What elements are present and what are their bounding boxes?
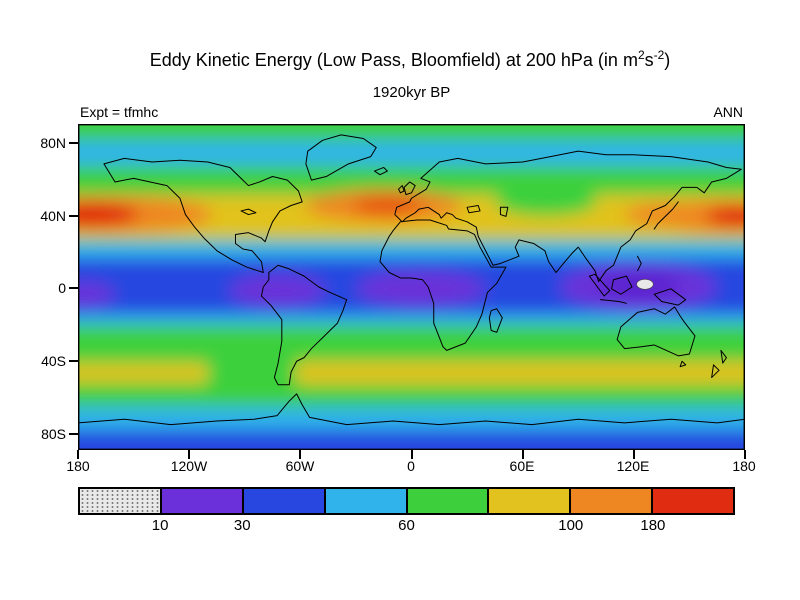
colorbar-tick-label-30: 30 xyxy=(233,517,251,534)
shaded-eke-field xyxy=(78,124,745,450)
lon-tick-60e xyxy=(522,450,524,459)
lat-label-40n: 40N xyxy=(40,208,66,224)
lon-tick-120w xyxy=(188,450,190,459)
colorbar-labels: 10 30 60 100 180 xyxy=(78,517,735,537)
lon-tick-180e xyxy=(744,450,746,459)
coastlines-layer xyxy=(78,135,745,425)
lat-label-40s: 40S xyxy=(41,353,66,369)
plot-title-close: ) xyxy=(664,50,671,70)
lon-tick-120e xyxy=(633,450,635,459)
colorbar-tick-label-180: 180 xyxy=(640,517,666,534)
lon-tick-60w xyxy=(299,450,301,459)
colorbar-tick-label-100: 100 xyxy=(558,517,584,534)
season-label: ANN xyxy=(713,104,743,120)
colorbar-tick-label-10: 10 xyxy=(151,517,169,534)
experiment-label: Expt = tfmhc xyxy=(80,104,159,120)
lat-tick-0 xyxy=(69,287,78,289)
colorbar-segment-yellow xyxy=(489,489,572,513)
colorbar-segment-cyan xyxy=(325,489,408,513)
world-map-svg xyxy=(78,124,745,450)
colorbar xyxy=(78,487,735,515)
lon-label-120w: 120W xyxy=(170,458,208,474)
map-plot-area xyxy=(78,124,745,450)
lon-tick-180w xyxy=(77,450,79,459)
low-value-stipple-blob xyxy=(637,279,654,289)
plot-title-text: Eddy Kinetic Energy (Low Pass, Bloomfiel… xyxy=(149,50,638,70)
lat-tick-80n xyxy=(69,142,78,144)
title-superscript: -2 xyxy=(653,48,665,62)
meta-row: Expt = tfmhc ANN xyxy=(80,104,743,120)
lat-tick-40s xyxy=(69,360,78,362)
lon-tick-0 xyxy=(411,450,413,459)
lon-label-60w: 60W xyxy=(285,458,315,474)
lon-label-180w: 180 xyxy=(66,458,90,474)
colorbar-segment-gray xyxy=(80,489,162,513)
lon-label-60e: 60E xyxy=(509,458,535,474)
colorbar-segment-purple xyxy=(161,489,244,513)
plot-frame xyxy=(79,125,745,450)
lat-label-0: 0 xyxy=(58,280,66,296)
colorbar-segment-blue xyxy=(243,489,326,513)
plot-title-units: s xyxy=(644,50,654,70)
lat-label-80s: 80S xyxy=(41,426,66,442)
colorbar-segment-orange xyxy=(571,489,654,513)
colorbar-segment-green xyxy=(407,489,490,513)
lat-tick-80s xyxy=(69,433,78,435)
lat-label-80n: 80N xyxy=(40,135,66,151)
plot-title: Eddy Kinetic Energy (Low Pass, Bloomfiel… xyxy=(60,48,760,71)
lon-label-180e: 180 xyxy=(732,458,756,474)
lon-label-120e: 120E xyxy=(616,458,650,474)
lat-tick-40n xyxy=(69,215,78,217)
plot-subtitle: 1920kyr BP xyxy=(372,84,451,101)
lon-label-0: 0 xyxy=(407,458,415,474)
title-superscript: 2 xyxy=(637,48,645,62)
colorbar-tick-label-60: 60 xyxy=(398,517,415,534)
colorbar-segment-red xyxy=(653,489,733,513)
